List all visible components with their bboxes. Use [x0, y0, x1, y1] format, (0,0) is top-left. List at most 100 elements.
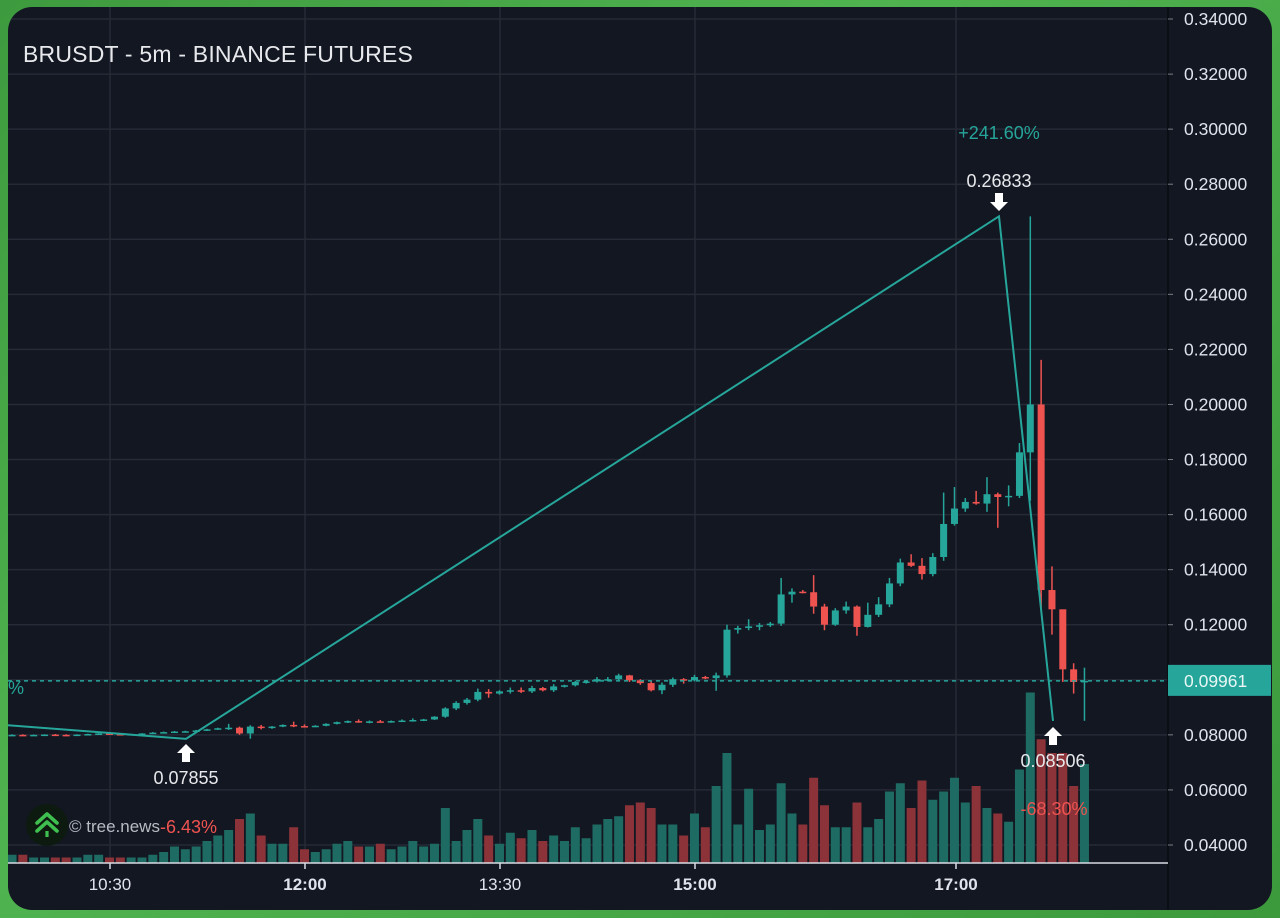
- candle-up[interactable]: [1026, 404, 1034, 453]
- candle-down[interactable]: [105, 733, 113, 735]
- candle-down[interactable]: [1070, 669, 1078, 682]
- candle-up[interactable]: [322, 723, 330, 726]
- candle-up[interactable]: [30, 734, 38, 737]
- candle-up[interactable]: [528, 688, 536, 692]
- candle-up[interactable]: [885, 583, 893, 605]
- candle-up[interactable]: [430, 716, 438, 720]
- candle-up[interactable]: [690, 677, 698, 681]
- candle-down[interactable]: [918, 565, 926, 575]
- candle-up[interactable]: [983, 494, 991, 504]
- candle-up[interactable]: [225, 727, 233, 730]
- candle-up[interactable]: [441, 708, 449, 717]
- candle-up[interactable]: [344, 721, 352, 723]
- candle-down[interactable]: [300, 726, 308, 728]
- candle-up[interactable]: [1015, 452, 1023, 496]
- candle-up[interactable]: [766, 623, 774, 626]
- candle-down[interactable]: [376, 721, 384, 723]
- candle-up[interactable]: [950, 508, 958, 524]
- candle-down[interactable]: [799, 591, 807, 594]
- volume-bar: [245, 813, 255, 863]
- candle-up[interactable]: [658, 684, 666, 691]
- candle-up[interactable]: [560, 685, 568, 687]
- candle-up[interactable]: [138, 733, 146, 735]
- candle-up[interactable]: [896, 562, 904, 584]
- candle-up[interactable]: [95, 733, 103, 735]
- candle-up[interactable]: [40, 734, 48, 737]
- candle-down[interactable]: [853, 606, 861, 627]
- candle-down[interactable]: [485, 691, 493, 694]
- candle-down[interactable]: [820, 606, 828, 625]
- candle-down[interactable]: [517, 690, 525, 692]
- candle-up[interactable]: [420, 719, 428, 721]
- candle-up[interactable]: [1080, 680, 1088, 683]
- candle-up[interactable]: [8, 734, 16, 737]
- candle-up[interactable]: [279, 724, 287, 727]
- candle-up[interactable]: [940, 523, 948, 557]
- candle-up[interactable]: [755, 625, 763, 627]
- candle-up[interactable]: [571, 681, 579, 686]
- candle-up[interactable]: [506, 690, 514, 692]
- candle-down[interactable]: [62, 734, 70, 737]
- candle-up[interactable]: [463, 699, 471, 703]
- candle-up[interactable]: [268, 726, 276, 729]
- candle-up[interactable]: [929, 556, 937, 575]
- candle-down[interactable]: [51, 734, 59, 737]
- candlestick-chart[interactable]: 10:30 12:00 13:30 15:00 17:00 0.34000 0.32000 0…: [8, 7, 1272, 910]
- candle-up[interactable]: [864, 614, 872, 627]
- candle-up[interactable]: [712, 675, 720, 679]
- chart-panel[interactable]: 10:30 12:00 13:30 15:00 17:00 0.34000 0.32000 0…: [8, 7, 1272, 910]
- candle-down[interactable]: [1048, 590, 1056, 610]
- candle-up[interactable]: [398, 720, 406, 723]
- candle-up[interactable]: [669, 679, 677, 685]
- candle-up[interactable]: [745, 626, 753, 629]
- candle-up[interactable]: [788, 591, 796, 595]
- candle-down[interactable]: [19, 734, 27, 737]
- candle-up[interactable]: [604, 679, 612, 681]
- candle-down[interactable]: [810, 592, 818, 607]
- candle-up[interactable]: [875, 604, 883, 615]
- candle-down[interactable]: [257, 726, 265, 729]
- candle-up[interactable]: [203, 729, 211, 731]
- candle-up[interactable]: [246, 726, 254, 734]
- candle-up[interactable]: [593, 679, 601, 682]
- candle-up[interactable]: [170, 731, 178, 734]
- candle-up[interactable]: [333, 722, 341, 724]
- candle-down[interactable]: [994, 494, 1002, 497]
- candle-up[interactable]: [84, 734, 92, 736]
- candle-down[interactable]: [235, 727, 243, 734]
- candle-up[interactable]: [160, 732, 168, 734]
- candle-up[interactable]: [181, 731, 189, 733]
- candle-up[interactable]: [961, 501, 969, 509]
- candle-down[interactable]: [636, 680, 644, 684]
- candle-down[interactable]: [625, 675, 633, 681]
- candle-down[interactable]: [701, 677, 709, 679]
- candle-up[interactable]: [842, 606, 850, 611]
- candle-up[interactable]: [723, 629, 731, 676]
- candle-down[interactable]: [355, 721, 363, 723]
- candle-up[interactable]: [73, 734, 81, 737]
- candle-up[interactable]: [365, 721, 373, 723]
- candle-up[interactable]: [452, 702, 460, 709]
- candle-down[interactable]: [1037, 404, 1045, 591]
- candle-down[interactable]: [972, 501, 980, 504]
- candle-down[interactable]: [539, 688, 547, 691]
- candle-down[interactable]: [907, 562, 915, 566]
- candle-up[interactable]: [777, 594, 785, 624]
- candle-up[interactable]: [387, 721, 395, 723]
- candle-up[interactable]: [409, 719, 417, 722]
- candle-down[interactable]: [647, 683, 655, 691]
- candle-up[interactable]: [495, 691, 503, 694]
- candle-up[interactable]: [615, 675, 623, 680]
- candle-up[interactable]: [582, 681, 590, 683]
- candle-up[interactable]: [214, 728, 222, 730]
- candle-down[interactable]: [290, 724, 298, 727]
- candle-down[interactable]: [680, 679, 688, 681]
- candle-down[interactable]: [1059, 609, 1067, 670]
- candle-up[interactable]: [311, 725, 319, 728]
- candle-up[interactable]: [1005, 495, 1013, 498]
- candle-up[interactable]: [734, 628, 742, 630]
- candle-up[interactable]: [474, 691, 482, 700]
- candle-up[interactable]: [149, 732, 157, 735]
- candle-up[interactable]: [550, 686, 558, 691]
- candle-up[interactable]: [831, 610, 839, 625]
